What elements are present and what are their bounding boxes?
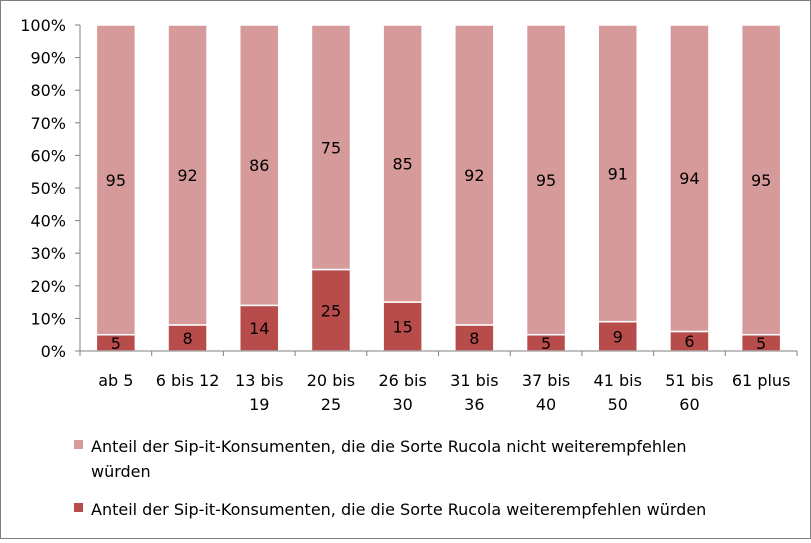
bar-segment-not-recommend [597,24,638,323]
legend-swatch [74,503,83,512]
bars: 5 95 8 92 14 86 25 75 15 85 8 92 5 95 9 91 6 94 5 95 [95,24,782,353]
data-label: 91 [608,164,628,183]
x-tick-label: 26 bis [378,371,426,390]
bar-segment-not-recommend [669,24,710,333]
y-tick-label: 50% [30,179,66,198]
bar-segment-not-recommend [525,24,567,336]
data-label: 86 [249,156,269,175]
y-tick-label: 10% [30,309,66,328]
data-label: 6 [684,332,694,351]
x-tick-label: 51 bis [665,371,713,390]
data-label: 8 [182,329,192,348]
y-tick-label: 60% [30,146,66,165]
bar-segment-not-recommend [167,24,208,326]
bar-segment-not-recommend [454,24,495,326]
y-axis: 0% 10% 20% 30% 40% 50% 60% 70% 80% 90% 100% [20,16,81,361]
bar-segment-not-recommend [740,24,782,336]
x-tick-label: ab 5 [98,371,133,390]
bar-segment-recommend [239,304,280,352]
data-label: 5 [541,334,551,353]
data-label: 94 [679,169,699,188]
data-label: 15 [392,318,412,337]
y-tick-label: 90% [30,49,66,68]
x-tick-label: 19 [249,395,269,414]
data-label: 75 [321,138,341,157]
legend-label: Anteil der Sip-it-Konsumenten, die die S… [91,500,706,519]
y-tick-label: 0% [41,342,66,361]
x-axis: ab 5 6 bis 12 13 bis 19 20 bis 25 26 bis 30 31 b… [79,350,798,414]
bar-segment-not-recommend [95,24,137,336]
bar-segment-recommend [597,320,638,352]
x-tick-label: 13 bis [235,371,283,390]
data-label: 85 [392,155,412,174]
y-tick-label: 70% [30,114,66,133]
x-tick-label: 41 bis [594,371,642,390]
y-tick-label: 40% [30,212,66,231]
data-label: 9 [613,327,623,346]
x-tick-label: 60 [679,395,699,414]
data-label: 95 [751,171,771,190]
data-label: 5 [756,334,766,353]
x-tick-label: 30 [392,395,412,414]
x-tick-label: 20 bis [307,371,355,390]
y-tick-label: 30% [30,244,66,263]
data-label: 8 [469,329,479,348]
y-tick-label: 20% [30,277,66,296]
y-tick-label: 80% [30,81,66,100]
x-tick-label: 50 [608,395,628,414]
bar-segment-not-recommend [310,24,352,271]
x-tick-label: 6 bis 12 [156,371,220,390]
legend-label: würden [91,462,151,481]
data-label: 95 [536,171,556,190]
x-tick-label: 31 bis [450,371,498,390]
x-tick-label: 36 [464,395,484,414]
bar-segment-not-recommend [239,24,280,307]
legend-label: Anteil der Sip-it-Konsumenten, die die S… [91,437,686,456]
data-label: 14 [249,319,269,338]
legend-swatch [74,440,83,449]
x-tick-label: 37 bis [522,371,570,390]
legend: Anteil der Sip-it-Konsumenten, die die S… [74,437,706,519]
x-tick-label: 61 plus [732,371,791,390]
data-label: 95 [106,171,126,190]
data-label: 92 [177,166,197,185]
y-tick-label: 100% [20,16,66,35]
x-tick-label: 25 [321,395,341,414]
data-label: 92 [464,166,484,185]
data-label: 25 [321,301,341,320]
x-tick-label: 40 [536,395,556,414]
bar-segment-not-recommend [382,24,423,303]
data-label: 5 [111,334,121,353]
